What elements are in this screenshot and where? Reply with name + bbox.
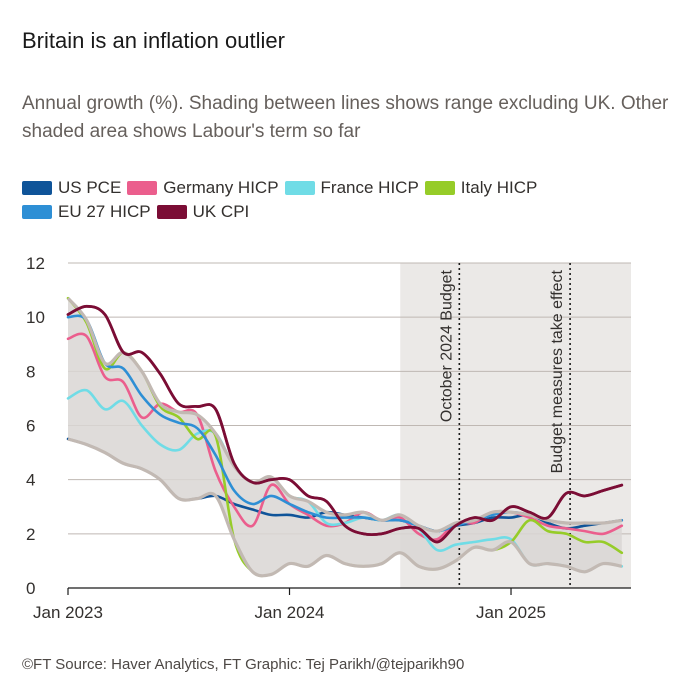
legend-label-eu27-hicp: EU 27 HICP [58,202,151,221]
inflation-line-chart: 0 2 4 6 8 10 12 Jan 2023 Jan 2024 Jan 2025 October… [26,254,631,622]
legend: US PCE Germany HICP France HICP Italy HI… [22,176,682,224]
range-band-upper-edge [66,297,623,533]
y-tick-label-0: 0 [26,579,35,598]
y-tick-label-6: 6 [26,417,35,436]
source-footer: ©FT Source: Haver Analytics, FT Graphic:… [22,656,465,673]
x-tick-label-1: Jan 2024 [255,603,325,622]
series-line-uk-cpi-top [66,304,624,544]
legend-swatch-eu27-hicp [22,205,52,219]
legend-item-uk-cpi: UK CPI [156,202,250,222]
chart-title: Britain is an inflation outlier [22,28,285,53]
chart-subtitle: Annual growth (%). Shading between lines… [22,93,669,142]
legend-swatch-uk-cpi [156,205,187,219]
y-tick-label-12: 12 [26,254,45,273]
y-tick-label-8: 8 [26,362,35,381]
annotation-label-1: Budget measures take effect [549,269,566,473]
legend-swatch-germany-hicp [127,181,158,195]
y-tick-label-2: 2 [26,525,35,544]
annotation-label-0: October 2024 Budget [438,269,455,422]
range-band-lower-edge [67,437,623,578]
legend-item-us-pce: US PCE [22,178,121,198]
legend-item-eu27-hicp: EU 27 HICP [22,202,151,222]
legend-item-italy-hicp: Italy HICP [424,178,538,198]
x-tick-label-0: Jan 2023 [33,603,103,622]
legend-label-uk-cpi: UK CPI [192,202,250,221]
x-tick-label-2: Jan 2025 [476,603,546,622]
legend-row-2: EU 27 HICP UK CPI [22,200,682,224]
legend-label-france-hicp: France HICP [320,178,419,197]
legend-item-germany-hicp: Germany HICP [127,178,279,198]
legend-label-italy-hicp: Italy HICP [460,178,538,197]
legend-label-us-pce: US PCE [58,178,122,197]
y-tick-label-10: 10 [26,308,45,327]
legend-label-germany-hicp: Germany HICP [163,178,279,197]
range-band-area [68,298,622,576]
legend-swatch-italy-hicp [424,181,455,195]
legend-swatch-us-pce [22,181,52,195]
legend-swatch-france-hicp [284,181,315,195]
legend-row-1: US PCE Germany HICP France HICP Italy HI… [22,176,682,200]
y-tick-label-4: 4 [26,471,35,490]
legend-item-france-hicp: France HICP [284,178,419,198]
